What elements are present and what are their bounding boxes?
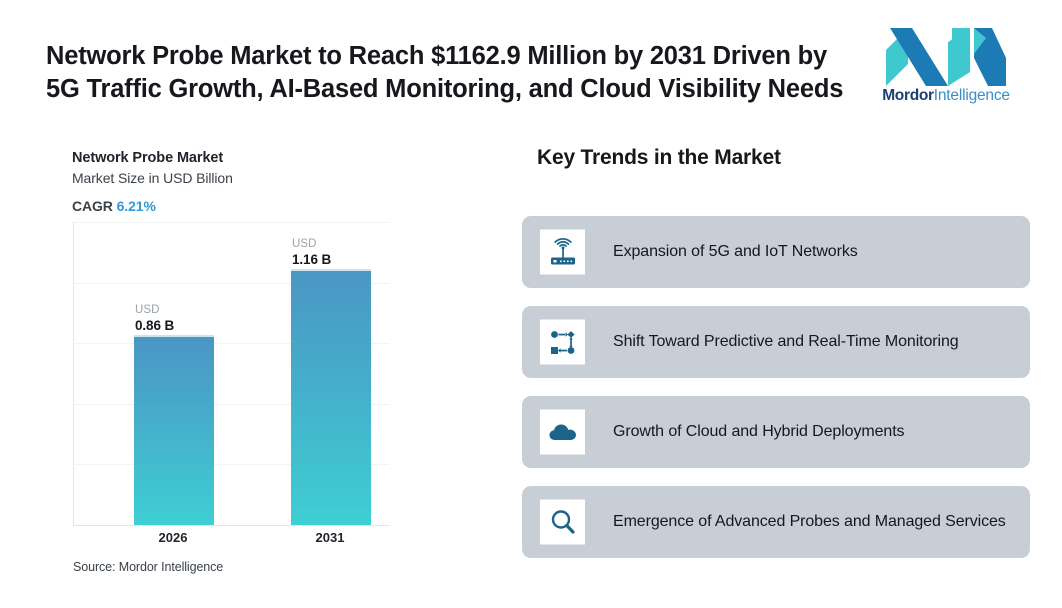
cagr-readout: CAGR 6.21% xyxy=(72,198,156,214)
gridline xyxy=(74,222,390,223)
bar-2026 xyxy=(134,337,214,525)
bar-cap xyxy=(291,269,371,271)
wireless-router-icon xyxy=(540,229,585,275)
bar-chart-plot-area: USD 0.86 B USD 1.16 B xyxy=(73,222,390,526)
gridline xyxy=(74,404,390,405)
chart-subtitle: Market Size in USD Billion xyxy=(72,170,233,186)
x-axis-tick-2031: 2031 xyxy=(315,530,345,545)
headline-line-1: Network Probe Market to Reach $1162.9 Mi… xyxy=(46,42,828,70)
brand-name-bold: Mordor xyxy=(882,87,934,104)
trend-card-3-label: Growth of Cloud and Hybrid Deployments xyxy=(613,423,905,440)
bar-2031 xyxy=(291,271,371,525)
chart-panel: Network Probe Market Market Size in USD … xyxy=(0,126,500,608)
bar-slot-2031: USD 1.16 B xyxy=(291,222,371,525)
key-trends-panel: Key Trends in the Market Expansion of 5G… xyxy=(500,126,1062,608)
bar-value-label-2026: USD 0.86 B xyxy=(135,303,255,333)
bar-value-text: 1.16 B xyxy=(292,252,332,267)
trend-card-2[interactable]: Shift Toward Predictive and Real-Time Mo… xyxy=(522,306,1030,378)
trend-card-3[interactable]: Growth of Cloud and Hybrid Deployments xyxy=(522,396,1030,468)
workflow-nodes-icon xyxy=(540,319,585,365)
brand-name-light: Intelligence xyxy=(933,87,1010,104)
trend-card-4-label: Emergence of Advanced Probes and Managed… xyxy=(613,513,1006,530)
page-title: Network Probe Market to Reach $1162.9 Mi… xyxy=(46,40,856,106)
bar-slot-2026: USD 0.86 B xyxy=(134,222,214,525)
gridline xyxy=(74,464,390,465)
chart-title: Network Probe Market xyxy=(72,150,224,166)
bar-value-text: 0.86 B xyxy=(135,318,175,333)
bar-cap xyxy=(134,335,214,337)
cagr-label: CAGR xyxy=(72,198,113,214)
header: Network Probe Market to Reach $1162.9 Mi… xyxy=(0,0,1062,126)
gridline xyxy=(74,343,390,344)
trend-card-1-label: Expansion of 5G and IoT Networks xyxy=(613,243,858,260)
source-note: Source: Mordor Intelligence xyxy=(73,560,224,574)
magnifier-icon xyxy=(540,499,585,545)
trend-card-1[interactable]: Expansion of 5G and IoT Networks xyxy=(522,216,1030,288)
x-axis-tick-2026: 2026 xyxy=(158,530,188,545)
mordor-m-mark-icon xyxy=(886,28,1006,86)
bar-value-label-2031: USD 1.16 B xyxy=(292,237,412,267)
cagr-value: 6.21% xyxy=(116,198,156,214)
key-trends-heading: Key Trends in the Market xyxy=(537,146,781,169)
trend-card-4[interactable]: Emergence of Advanced Probes and Managed… xyxy=(522,486,1030,558)
bar-unit-label: USD xyxy=(135,304,160,316)
brand-logo: MordorIntelligence xyxy=(878,28,1028,108)
cloud-icon xyxy=(540,409,585,455)
headline-line-2: 5G Traffic Growth, AI-Based Monitoring, … xyxy=(46,75,844,103)
trend-card-2-label: Shift Toward Predictive and Real-Time Mo… xyxy=(613,333,959,350)
brand-wordmark: MordorIntelligence xyxy=(878,86,1014,105)
bar-unit-label: USD xyxy=(292,238,317,250)
gridline xyxy=(74,283,390,284)
